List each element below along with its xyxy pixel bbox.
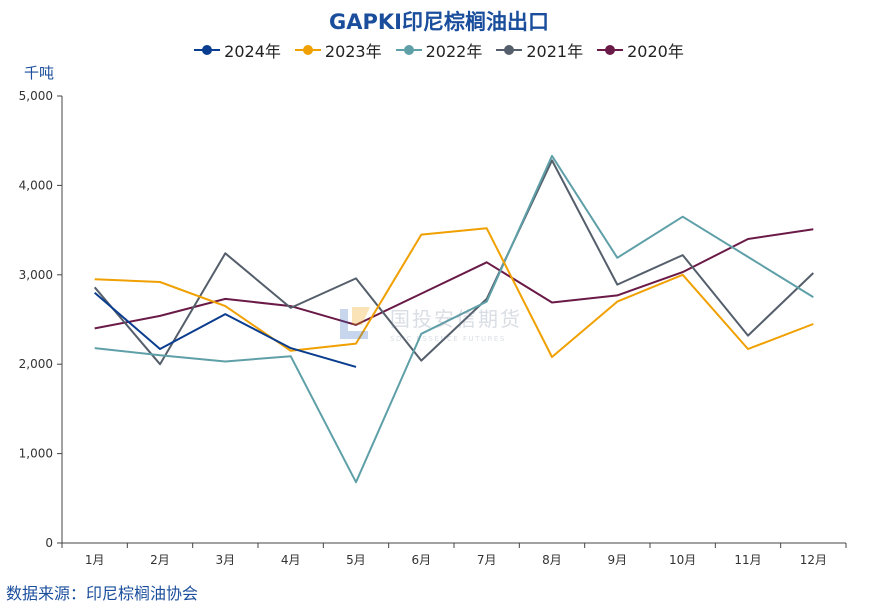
legend-label: 2022年: [425, 42, 483, 61]
x-tick-label: 6月: [412, 553, 432, 567]
legend-label: 2021年: [526, 42, 584, 61]
x-tick-label: 5月: [346, 553, 366, 567]
y-tick-label: 4,000: [19, 178, 53, 192]
legend-label: 2023年: [324, 42, 382, 61]
legend-label: 2020年: [627, 42, 684, 61]
legend-swatch-dot: [202, 45, 213, 55]
y-axis-unit-label: 千吨: [24, 64, 55, 82]
x-tick-label: 11月: [734, 553, 761, 567]
x-tick-label: 1月: [85, 553, 105, 567]
legend-label: 2024年: [224, 42, 281, 61]
x-tick-label: 2月: [150, 553, 170, 567]
y-tick-label: 5,000: [19, 89, 53, 103]
watermark-text-cn: 国投安信期货: [390, 307, 522, 331]
legend-swatch-dot: [605, 45, 616, 55]
series-line-2024年: [94, 291, 357, 368]
series-line-2021年: [93, 159, 814, 366]
legend-swatch: [395, 44, 422, 56]
watermark-logo-icon: [340, 307, 370, 339]
legend-swatch-dot: [504, 45, 515, 55]
y-tick-label: 1,000: [19, 447, 53, 461]
x-tick-label: 10月: [669, 553, 696, 567]
y-tick-label: 2,000: [19, 357, 53, 371]
data-source-note: 数据来源：印尼棕榈油协会: [6, 584, 199, 603]
series-line-2023年: [94, 227, 814, 358]
legend: 2024年 2023年 2022年 2021年 2020年: [0, 38, 878, 62]
legend-swatch-dot: [302, 45, 313, 55]
y-tick-label: 0: [45, 536, 53, 550]
chart-title: GAPKI印尼棕榈油出口: [329, 10, 549, 34]
legend-item: 2023年: [294, 38, 382, 62]
x-tick-label: 12月: [800, 553, 827, 567]
legend-item: 2022年: [395, 38, 483, 62]
legend-item: 2024年: [194, 38, 281, 62]
x-tick-label: 4月: [281, 553, 301, 567]
x-tick-label: 8月: [542, 553, 562, 567]
y-tick-label: 3,000: [19, 268, 53, 282]
legend-swatch: [597, 44, 624, 56]
legend-swatch: [496, 44, 523, 56]
x-tick-label: 9月: [608, 553, 628, 567]
x-tick-label: 7月: [477, 553, 497, 567]
legend-swatch: [294, 44, 321, 56]
legend-swatch: [194, 44, 221, 56]
series-line-2022年: [94, 154, 814, 484]
legend-item: 2020年: [597, 38, 684, 62]
legend-item: 2021年: [496, 38, 583, 62]
legend-swatch-dot: [403, 45, 414, 55]
watermark-text-en: SDIC ESSENCE FUTURES: [390, 335, 506, 343]
x-tick-label: 3月: [216, 553, 236, 567]
